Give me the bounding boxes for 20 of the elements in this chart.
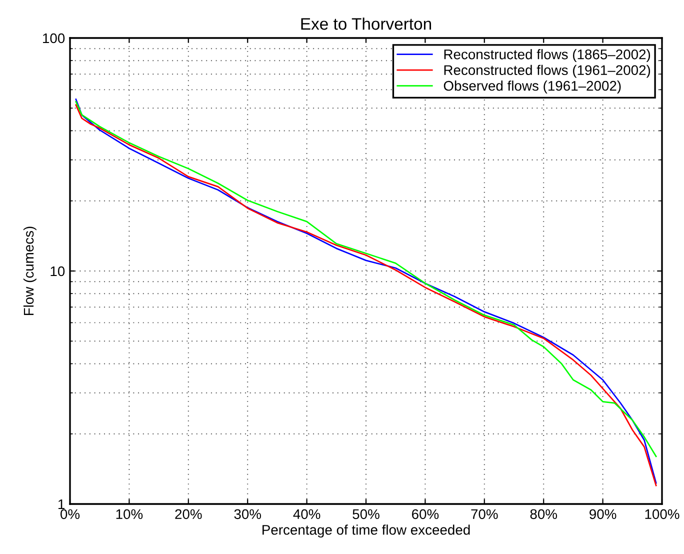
- x-tick-label: 40%: [293, 509, 320, 520]
- y-tick-label: 1: [58, 499, 64, 510]
- legend-label: Reconstructed flows (1865–2002): [444, 49, 650, 62]
- x-tick-label: 60%: [412, 509, 439, 520]
- x-tick-label: 10%: [116, 509, 143, 520]
- x-tick-label: 50%: [352, 509, 380, 520]
- y-axis-title: Flow (cumecs): [23, 226, 36, 315]
- x-tick-label: 80%: [530, 509, 558, 520]
- x-tick-label: 100%: [645, 509, 680, 520]
- legend-label: Observed flows (1961–2002): [444, 80, 621, 94]
- x-tick-label: 20%: [175, 509, 202, 520]
- x-tick-label: 30%: [234, 509, 262, 520]
- y-tick-label: 100: [43, 33, 65, 44]
- x-axis-title: Percentage of time flow exceeded: [262, 524, 470, 538]
- x-tick-label: 90%: [590, 509, 616, 520]
- legend-label: Reconstructed flows (1961–2002): [444, 64, 650, 78]
- y-tick-label: 10: [50, 266, 65, 276]
- chart-title: Exe to Thorverton: [301, 18, 432, 30]
- x-tick-label: 70%: [471, 509, 498, 520]
- x-tick-label: 0%: [60, 509, 80, 520]
